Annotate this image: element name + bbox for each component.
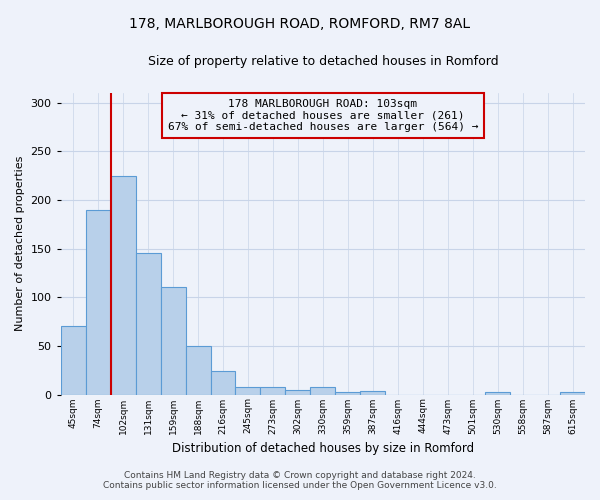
Text: Contains HM Land Registry data © Crown copyright and database right 2024.
Contai: Contains HM Land Registry data © Crown c…: [103, 470, 497, 490]
X-axis label: Distribution of detached houses by size in Romford: Distribution of detached houses by size …: [172, 442, 474, 455]
Bar: [86, 210, 110, 394]
Bar: [161, 288, 185, 395]
Title: Size of property relative to detached houses in Romford: Size of property relative to detached ho…: [148, 55, 498, 68]
Bar: [310, 386, 335, 394]
Text: 178, MARLBOROUGH ROAD, ROMFORD, RM7 8AL: 178, MARLBOROUGH ROAD, ROMFORD, RM7 8AL: [130, 18, 470, 32]
Bar: [61, 326, 86, 394]
Bar: [286, 390, 310, 394]
Bar: [560, 392, 585, 394]
Bar: [110, 176, 136, 394]
Bar: [361, 390, 385, 394]
Y-axis label: Number of detached properties: Number of detached properties: [15, 156, 25, 332]
Text: 178 MARLBOROUGH ROAD: 103sqm
← 31% of detached houses are smaller (261)
67% of s: 178 MARLBOROUGH ROAD: 103sqm ← 31% of de…: [167, 99, 478, 132]
Bar: [335, 392, 361, 394]
Bar: [235, 386, 260, 394]
Bar: [260, 386, 286, 394]
Bar: [136, 254, 161, 394]
Bar: [185, 346, 211, 395]
Bar: [211, 371, 235, 394]
Bar: [485, 392, 510, 394]
